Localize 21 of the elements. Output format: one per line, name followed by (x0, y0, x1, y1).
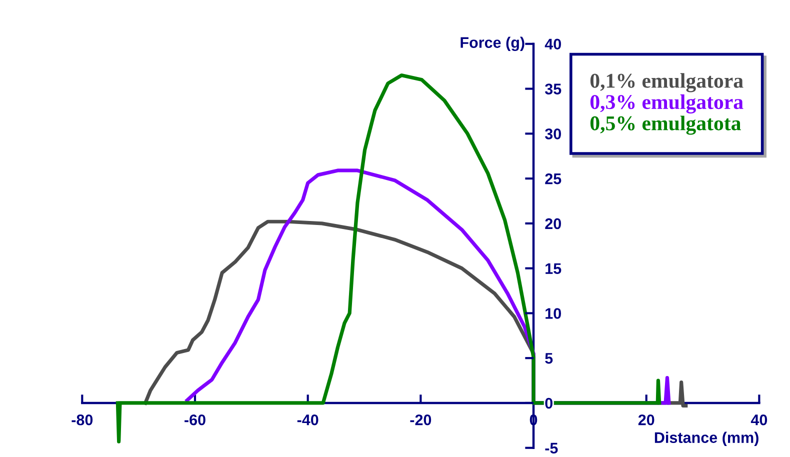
x-tick-label: 20 (638, 414, 654, 426)
text: 0,1% emulgatora (590, 73, 744, 92)
x-tick-label: -60 (184, 414, 206, 426)
y-tick-label: 20 (545, 218, 561, 230)
y-tick-label: 35 (544, 84, 562, 94)
y-tick-label: 15 (546, 263, 562, 274)
y-tick-label: 10 (546, 308, 561, 319)
y-tick-label: 30 (544, 128, 561, 140)
y-tick-label: 40 (544, 38, 561, 50)
text: 0,5% emulgatota (590, 116, 741, 135)
y-tick-label: 25 (545, 173, 562, 184)
x-tick-label: -40 (297, 414, 318, 426)
y-tick-label: -5 (545, 442, 558, 454)
y-tick-label: 0 (545, 398, 552, 409)
x-tick-label: -80 (72, 414, 93, 426)
y-tick-label: 5 (545, 353, 553, 364)
x-tick-label: -20 (410, 414, 432, 426)
x-axis-title: Distance (mm) (654, 432, 758, 446)
text: 0,3% emulgatora (590, 94, 744, 114)
y-axis-title: Force (g) (460, 36, 524, 52)
x-tick-label: 40 (750, 414, 768, 426)
